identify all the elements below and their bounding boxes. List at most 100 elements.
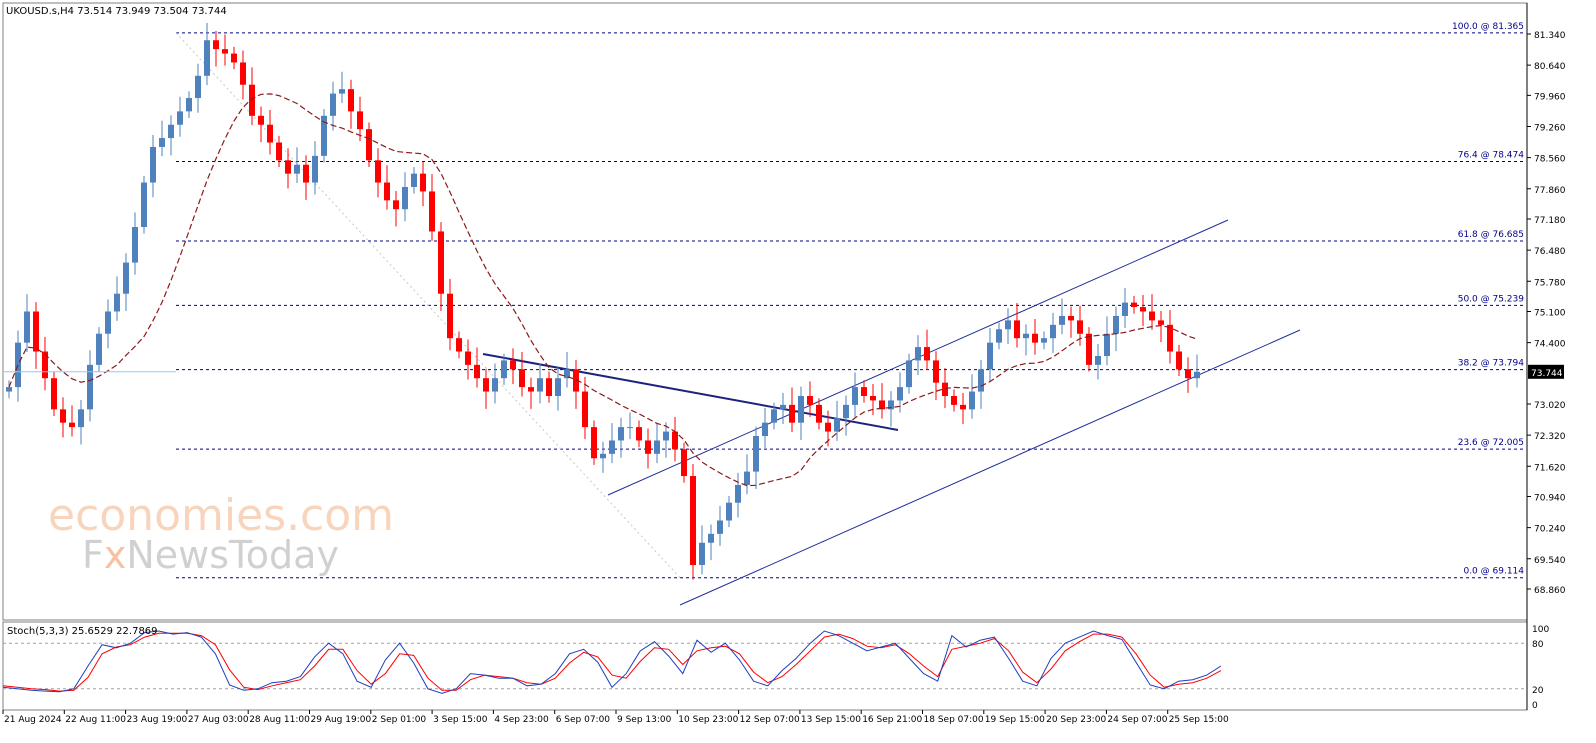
candle-bull — [186, 98, 192, 112]
price-tick-label: 68.860 — [1534, 586, 1566, 596]
candle-bear — [825, 422, 831, 432]
moving-average-line — [8, 93, 1198, 487]
time-tick-label: 4 Sep 23:00 — [494, 715, 549, 725]
candle-bull — [177, 111, 183, 125]
candle-bull — [843, 404, 849, 419]
candle-bear — [474, 364, 480, 379]
candle-bull — [96, 333, 102, 365]
candle-bear — [456, 338, 462, 352]
candle-bear — [429, 191, 435, 232]
candle-bull — [24, 311, 30, 343]
candle-bull — [204, 40, 210, 76]
time-tick-label: 18 Sep 07:00 — [924, 715, 984, 725]
candle-bull — [987, 342, 993, 370]
candle-bear — [1167, 324, 1173, 352]
stochastic-scale-label: 20 — [1532, 686, 1544, 696]
candle-bull — [996, 329, 1002, 343]
current-price-badge — [1528, 364, 1564, 379]
candle-bear — [1185, 369, 1191, 379]
candle-bull — [330, 93, 336, 116]
candle-bear — [267, 124, 273, 143]
candle-bull — [915, 347, 921, 361]
stochastic-label: Stoch(5,3,3) 25.6529 22.7869 — [7, 626, 158, 637]
candle-bear — [366, 129, 372, 161]
candle-bear — [960, 404, 966, 410]
candle-bull — [1050, 324, 1056, 339]
candle-bear — [447, 293, 453, 339]
candle-bull — [852, 387, 858, 405]
stochastic-main-line — [2, 630, 1222, 694]
fib-level-label: 50.0 @ 75.239 — [1458, 294, 1525, 304]
candle-bull — [1059, 315, 1065, 325]
candle-bull — [618, 427, 624, 441]
candle-bull — [978, 369, 984, 392]
time-tick-label: 20 Sep 23:00 — [1046, 715, 1106, 725]
price-tick-label: 80.640 — [1534, 62, 1566, 72]
price-tick-label: 78.560 — [1534, 155, 1566, 165]
candle-bear — [528, 387, 534, 392]
price-tick-label: 77.860 — [1534, 186, 1566, 196]
price-tick-label: 76.480 — [1534, 247, 1566, 257]
candle-bear — [357, 111, 363, 130]
candle-bear — [1176, 351, 1182, 370]
time-tick-label: 3 Sep 15:00 — [433, 715, 488, 725]
downtrend-line — [482, 353, 899, 431]
candle-bull — [159, 138, 165, 147]
time-tick-label: 28 Aug 11:00 — [249, 715, 310, 725]
candle-bear — [870, 395, 876, 401]
watermark-fxnewstoday: FxNewsToday — [82, 533, 339, 577]
candlesticks — [6, 22, 1200, 580]
candle-bull — [897, 387, 903, 401]
stochastic-signal-line — [2, 632, 1222, 692]
candle-bull — [906, 360, 912, 388]
candle-bear — [1149, 311, 1155, 321]
candle-bear — [483, 378, 489, 392]
candle-bull — [132, 227, 138, 263]
candle-bull — [150, 146, 156, 183]
candle-bear — [582, 391, 588, 428]
candle-bear — [1086, 333, 1092, 365]
candle-bull — [609, 440, 615, 454]
time-tick-label: 21 Aug 2024 — [4, 715, 62, 725]
candle-bull — [564, 369, 570, 379]
candle-bull — [78, 409, 84, 428]
time-tick-label: 16 Sep 21:00 — [862, 715, 922, 725]
candle-bear — [924, 347, 930, 361]
candle-bull — [141, 182, 147, 228]
candle-bull — [735, 484, 741, 503]
time-tick-label: 13 Sep 15:00 — [801, 715, 861, 725]
candle-bull — [105, 311, 111, 334]
candle-bear — [384, 182, 390, 201]
candle-bull — [501, 360, 507, 379]
candle-bear — [546, 378, 552, 396]
candle-bear — [816, 404, 822, 423]
candle-bull — [1104, 333, 1110, 356]
candle-bull — [114, 293, 120, 312]
candle-bear — [672, 431, 678, 450]
candle-bull — [744, 471, 750, 485]
candle-bear — [222, 49, 228, 54]
candle-bear — [681, 449, 687, 477]
candle-bull — [537, 378, 543, 392]
candle-bear — [1014, 320, 1020, 339]
stochastic-scale-label: 80 — [1532, 640, 1544, 650]
candle-bull — [321, 115, 327, 156]
candle-bear — [690, 476, 696, 565]
candle-bull — [654, 440, 660, 454]
candle-bull — [1095, 355, 1101, 365]
candle-bull — [969, 391, 975, 410]
time-tick-label: 22 Aug 11:00 — [65, 715, 126, 725]
price-tick-label: 81.340 — [1534, 31, 1566, 41]
candle-bear — [519, 369, 525, 388]
candle-bear — [1131, 302, 1137, 308]
stochastic-scale-label: 100 — [1532, 625, 1549, 635]
candle-bear — [51, 378, 57, 410]
candle-bear — [33, 311, 39, 352]
moving-average — [8, 93, 1198, 487]
fib-level-label: 23.6 @ 72.005 — [1458, 438, 1524, 448]
price-tick-label: 79.960 — [1534, 92, 1566, 102]
fib-level-label: 100.0 @ 81.365 — [1452, 22, 1524, 32]
candle-bear — [591, 427, 597, 459]
